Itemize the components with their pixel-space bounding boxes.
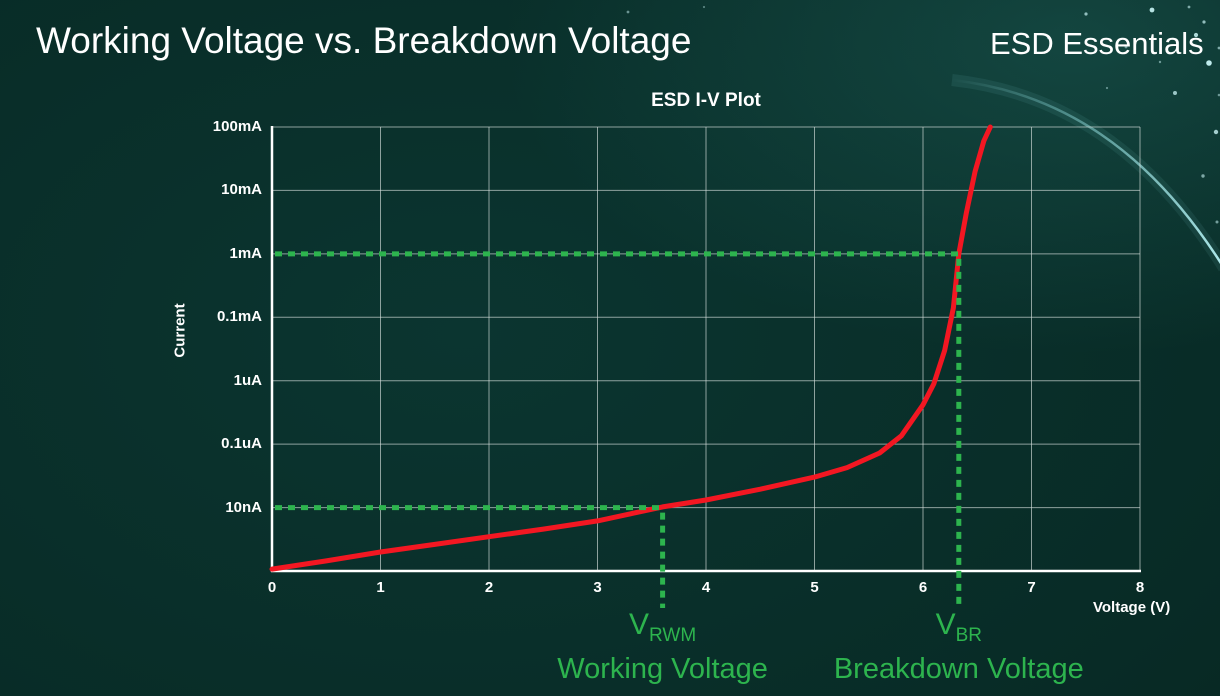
y-tick-label: 0.1mA [216, 308, 262, 326]
vrwm-caption: Working Voltage [557, 653, 768, 685]
y-tick-label: 10mA [221, 181, 262, 199]
vbr-symbol: VBR [834, 610, 1084, 651]
vrwm-symbol: VRWM [557, 610, 768, 651]
breakdown-voltage-annotation: VBR Breakdown Voltage [833, 610, 1084, 686]
star-dots [626, 5, 1220, 224]
x-tick-label: 5 [810, 579, 819, 596]
x-tick-label: 4 [701, 579, 711, 596]
y-tick-label: 1uA [233, 371, 262, 389]
x-tick-label: 0 [267, 579, 277, 596]
page-title: Working Voltage vs. Breakdown Voltage [36, 20, 692, 61]
swoosh-line [951, 78, 1220, 265]
y-tick-label: 100mA [212, 118, 262, 135]
x-axis-label: Voltage (V) [1093, 599, 1171, 616]
vrwm-symbol-sub: RWM [649, 625, 697, 646]
x-tick-label: 7 [1027, 579, 1036, 596]
vbr-symbol-v: V [935, 608, 956, 641]
x-tick-label: 8 [1135, 579, 1145, 596]
chart-title: ESD I-V Plot [651, 90, 761, 111]
working-voltage-annotation: VRWM Working Voltage [557, 610, 768, 686]
x-tick-label: 1 [376, 579, 385, 596]
x-tick-label: 6 [918, 579, 928, 596]
brand-logo-text: ESD Essentials [990, 26, 1204, 61]
y-tick-label: 10nA [225, 498, 262, 516]
y-tick-label: 1mA [229, 244, 262, 262]
y-tick-label: 0.1uA [221, 435, 262, 453]
x-tick-label: 2 [484, 579, 494, 596]
vrwm-symbol-v: V [629, 608, 650, 641]
vbr-symbol-sub: BR [955, 625, 982, 646]
vbr-caption: Breakdown Voltage [833, 653, 1084, 685]
y-axis-label: Current [171, 303, 189, 358]
x-tick-label: 3 [593, 579, 602, 596]
